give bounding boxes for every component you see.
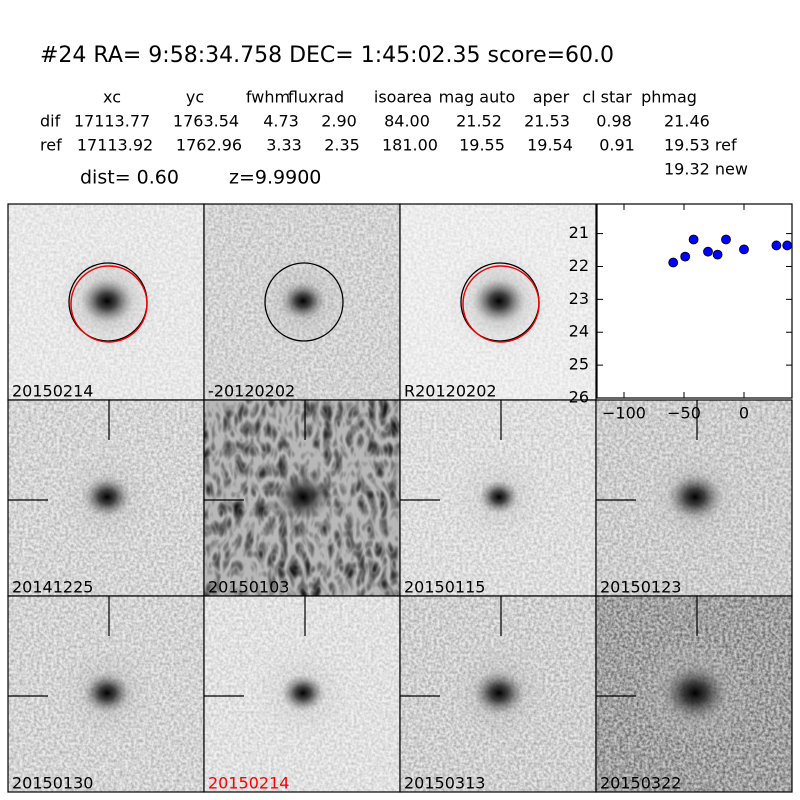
image-panel: 20150214 [203, 595, 401, 793]
panel-label: 20150103 [208, 578, 289, 597]
column-header: xc [103, 88, 121, 107]
table-cell: 1762.96 [176, 136, 242, 155]
image-panel: 20150214 [7, 203, 205, 401]
table-cell: 21.46 [664, 112, 710, 131]
table-cell: 0.98 [596, 112, 632, 131]
table-cell: 2.90 [321, 112, 357, 131]
y-tick-label: 22 [569, 256, 589, 275]
image-panel: 20150322 [595, 595, 793, 793]
panel-label: 20150313 [404, 774, 485, 793]
table-cell: 19.53 ref [664, 136, 737, 155]
source [81, 278, 133, 324]
light-curve-plot: 21 22 23 24 25 26 −100 −50 0 [569, 203, 793, 423]
table-cell: 21.52 [456, 112, 502, 131]
panel-label: 20150130 [12, 774, 93, 793]
data-point [771, 240, 782, 251]
data-point [680, 251, 691, 262]
x-tick-label: −50 [667, 404, 701, 423]
column-header: phmag [641, 88, 697, 107]
table-cell: 3.33 [266, 136, 302, 155]
table-cell: 0.91 [599, 136, 635, 155]
source [473, 278, 525, 324]
column-header: isoarea [374, 88, 432, 107]
image-panel: 20150313 [399, 595, 597, 793]
panels: 20150214 -20120202 R20120202 20141225 201501… [7, 203, 793, 793]
panel-label: 20150115 [404, 578, 485, 597]
image-panel: 20150115 [399, 399, 597, 597]
table-cell: 17113.92 [77, 136, 153, 155]
aperture-circle-ref [70, 265, 148, 343]
table-extra: 19.32 new [664, 160, 748, 179]
y-tick-label: 23 [569, 289, 589, 308]
data-point [712, 249, 723, 260]
row-label: ref [40, 136, 62, 155]
table-cell: 181.00 [382, 136, 438, 155]
source [83, 476, 131, 518]
row-label: dif [40, 112, 61, 131]
column-header: mag auto [439, 88, 516, 107]
image-panel: -20120202 [203, 203, 401, 401]
aperture-circle-ref [462, 265, 540, 343]
table-cell: 17113.77 [74, 112, 150, 131]
data-point [703, 246, 713, 257]
data-point [688, 234, 699, 245]
panel-label: -20120202 [208, 382, 295, 401]
source [83, 672, 131, 714]
data-point [782, 240, 793, 251]
image-panel: 20150103 [203, 399, 401, 597]
source [479, 480, 519, 514]
panel-label: 20150214 [208, 774, 289, 793]
table-cell: 2.35 [324, 136, 360, 155]
table-cell: 4.73 [263, 112, 299, 131]
source [281, 282, 325, 320]
table-cell: 19.54 [527, 136, 573, 155]
data-point [668, 257, 679, 268]
source [667, 473, 723, 521]
plot-area [596, 203, 793, 399]
column-header: fwhm [246, 88, 290, 107]
table-cell: 21.53 [524, 112, 570, 131]
panel-label: 20150322 [600, 774, 681, 793]
x-tick-label: 0 [739, 404, 749, 423]
z-value: z=9.9900 [229, 167, 321, 189]
image-panel: 20141225 [7, 399, 205, 597]
image-panel: R20120202 [399, 203, 597, 401]
source [281, 674, 325, 712]
y-tick-label: 25 [569, 355, 589, 374]
panel-frame [595, 595, 793, 793]
column-header: cl star [582, 88, 632, 107]
table-cell: 1763.54 [173, 112, 239, 131]
table-cell: 84.00 [384, 112, 430, 131]
aperture-circle [264, 262, 344, 342]
y-tick-label: 24 [569, 322, 589, 341]
source [275, 473, 331, 521]
image-panel: 20150123 [595, 399, 793, 597]
x-tick-label: −100 [602, 404, 646, 423]
column-header: fluxrad [288, 88, 344, 107]
panel-label: 20150214 [12, 382, 93, 401]
table-cell: 19.55 [459, 136, 505, 155]
source [473, 670, 525, 716]
image-panel: 20150130 [7, 595, 205, 793]
data-point [739, 244, 749, 255]
header-title: #24 RA= 9:58:34.758 DEC= 1:45:02.35 scor… [40, 43, 614, 68]
panel-label: R20120202 [404, 382, 497, 401]
dist: dist= 0.60 [80, 167, 179, 189]
column-header: yc [186, 88, 204, 107]
y-tick-label: 26 [569, 388, 589, 407]
panel-label: 20141225 [12, 578, 93, 597]
column-header: aper [533, 88, 570, 107]
source [661, 664, 729, 722]
y-tick-label: 21 [569, 223, 589, 242]
data-point [721, 234, 731, 245]
panel-label: 20150123 [600, 578, 681, 597]
